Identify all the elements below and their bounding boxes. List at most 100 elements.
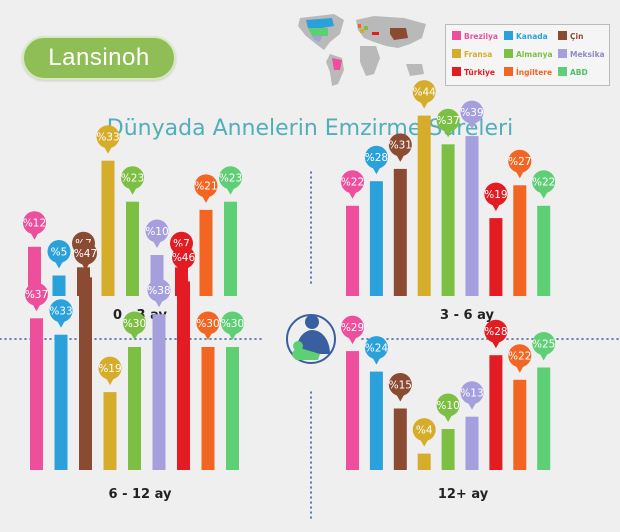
legend-swatch xyxy=(558,31,567,40)
legend-swatch xyxy=(558,67,567,76)
marker-circle xyxy=(221,311,244,335)
bar-chart-1: %12%5%7%33%23%10%7%21%230 - 3 ay xyxy=(23,125,242,323)
marker-circle xyxy=(436,393,460,417)
bar xyxy=(369,181,383,296)
bar xyxy=(393,408,407,470)
data-label: %38 xyxy=(147,285,170,297)
data-label: %46 xyxy=(172,252,196,264)
data-label: %19 xyxy=(484,189,507,201)
bar xyxy=(465,416,479,470)
bar xyxy=(417,115,431,296)
legend-label: İngiltere xyxy=(516,68,553,77)
legend-swatch xyxy=(504,31,513,40)
bar xyxy=(417,453,431,470)
marker-circle xyxy=(196,311,220,335)
data-label: %22 xyxy=(532,177,555,189)
data-label: %25 xyxy=(532,338,555,350)
bar xyxy=(101,160,115,296)
bar xyxy=(177,281,190,470)
map-region-canada xyxy=(306,18,334,28)
map-region-turkey xyxy=(372,32,379,35)
bar xyxy=(441,144,455,296)
bar xyxy=(52,275,66,296)
marker-circle xyxy=(47,240,71,263)
legend-item: ABD xyxy=(558,67,588,79)
legend-item: Çin xyxy=(558,31,583,43)
data-label: %28 xyxy=(365,152,388,164)
marker-circle xyxy=(341,170,364,194)
marker-circle xyxy=(219,166,242,190)
map-landmass-africa xyxy=(360,46,380,76)
data-label: %15 xyxy=(389,379,412,391)
legend-label: Meksika xyxy=(570,50,605,59)
legend-swatch xyxy=(504,67,513,76)
panel-title: 3 - 6 ay xyxy=(440,308,494,323)
bar xyxy=(103,392,117,470)
bar xyxy=(128,347,141,470)
panel-title: 12+ ay xyxy=(438,487,489,502)
legend-label: Çin xyxy=(570,32,584,41)
data-label: %22 xyxy=(508,351,531,363)
legend-item: Meksika xyxy=(558,49,605,61)
bar xyxy=(513,379,527,470)
legend-label: Brezilya xyxy=(464,32,498,41)
legend-label: Fransa xyxy=(464,50,493,59)
marker-circle xyxy=(388,373,412,396)
data-label: %10 xyxy=(145,226,168,238)
bar xyxy=(224,201,237,296)
legend-swatch xyxy=(504,49,513,58)
bar xyxy=(126,201,139,296)
marker-circle xyxy=(412,80,436,104)
marker-circle xyxy=(484,182,508,206)
bar xyxy=(54,334,68,470)
marker-circle xyxy=(532,332,556,355)
marker-circle xyxy=(532,170,556,194)
data-label: %44 xyxy=(413,86,437,98)
marker-circle xyxy=(23,211,46,235)
marker-circle xyxy=(508,149,532,173)
legend-item: Fransa xyxy=(452,49,492,61)
data-label: %30 xyxy=(123,318,146,330)
data-label: %31 xyxy=(389,140,412,152)
bar-chart-4: %29%24 %15 %4%10%13 %28 %22%25 12+ ay xyxy=(341,315,556,502)
data-label: %27 xyxy=(508,156,531,168)
legend-swatch xyxy=(558,49,567,58)
bar xyxy=(489,355,503,470)
world-map xyxy=(298,14,426,86)
marker-circle xyxy=(436,108,460,132)
bar xyxy=(537,367,551,470)
panel-title: 6 - 12 ay xyxy=(109,487,172,502)
legend-swatch xyxy=(452,67,461,76)
marker-circle xyxy=(145,219,169,243)
marker-circle xyxy=(147,278,171,302)
data-label: %4 xyxy=(416,424,433,436)
data-label: %23 xyxy=(121,173,144,185)
bar xyxy=(489,218,503,296)
marker-circle xyxy=(98,356,122,380)
data-label: %23 xyxy=(219,173,242,185)
marker-circle xyxy=(484,319,508,343)
marker-circle xyxy=(508,344,532,368)
data-label: %33 xyxy=(96,132,119,144)
mother-baby-icon xyxy=(286,314,336,364)
data-label: %22 xyxy=(341,177,364,189)
marker-circle xyxy=(172,245,195,269)
map-region-mexico xyxy=(312,36,322,42)
legend-label: Türkiye xyxy=(464,68,495,77)
marker-circle xyxy=(460,381,484,405)
data-label: %37 xyxy=(25,289,48,301)
map-region-brazil xyxy=(332,58,342,70)
legend-item: Almanya xyxy=(504,49,553,61)
legend-swatch xyxy=(452,49,461,58)
map-region-uk xyxy=(358,24,361,28)
marker-circle xyxy=(364,145,388,169)
marker-circle xyxy=(341,315,364,339)
legend-label: Kanada xyxy=(516,32,548,41)
marker-circle xyxy=(25,282,48,306)
data-label: %30 xyxy=(196,318,219,330)
data-label: %39 xyxy=(460,107,483,119)
legend-item: İngiltere xyxy=(504,67,552,79)
map-landmass-australia xyxy=(406,64,424,76)
bar-chart-2: %22%28%31%44%37%39%19%27%223 - 6 ay xyxy=(341,80,556,323)
